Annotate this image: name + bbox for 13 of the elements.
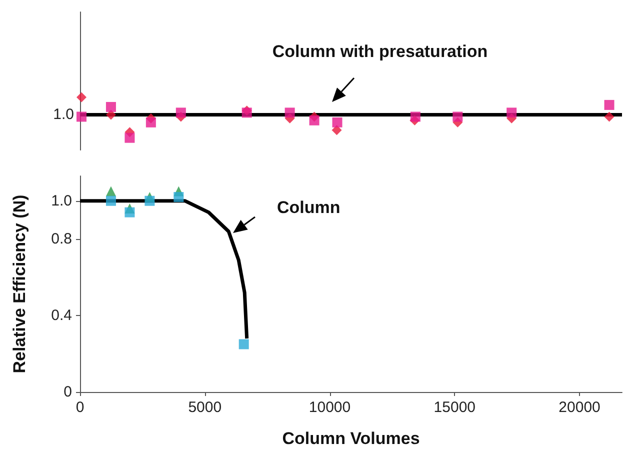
annotation: Column xyxy=(276,198,340,217)
y-tick-label: 0.4 xyxy=(51,307,72,324)
x-tick-label: 15000 xyxy=(434,399,476,416)
x-axis-title: Column Volumes xyxy=(282,429,420,448)
x-tick-label: 0 xyxy=(76,399,84,416)
text: Column with presaturation xyxy=(272,42,488,62)
y-tick-label: 0 xyxy=(64,384,72,400)
x-tick-label: 10000 xyxy=(308,399,351,416)
y-tick-label: 1.0 xyxy=(51,192,72,210)
x-tick-label: 20000 xyxy=(558,399,600,416)
x-tick-label: 5000 xyxy=(188,399,222,416)
y-tick-label: 0.8 xyxy=(51,230,72,248)
y-axis-title: Relative Efficiency (N) xyxy=(10,194,29,374)
